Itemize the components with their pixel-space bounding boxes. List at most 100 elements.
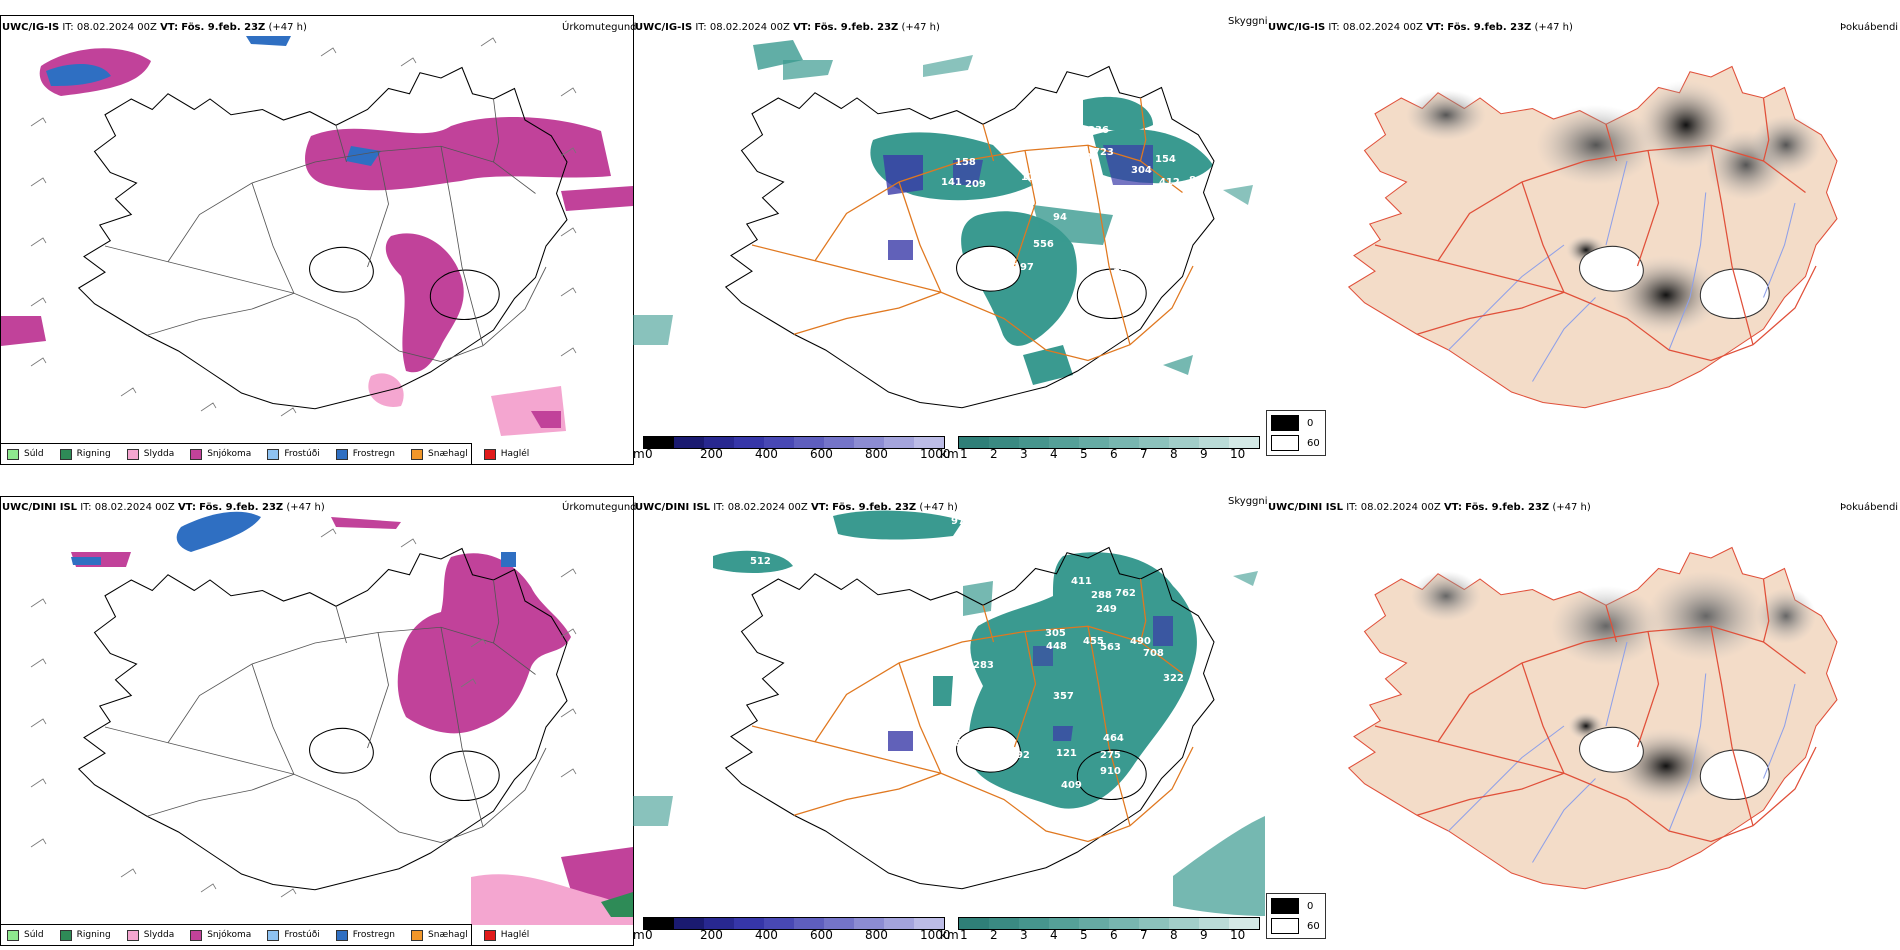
- init-time: 08.02.2024 00Z: [1360, 502, 1441, 513]
- visibility-field: [633, 510, 1265, 916]
- visibility-value-label: 288: [1091, 590, 1112, 601]
- legend-item: Slydda: [126, 929, 175, 941]
- visibility-value-label: 357: [1053, 691, 1074, 702]
- visibility-colorbar-km-ticks: km 1 2 3 4 5 6 7 8 9 10: [940, 928, 1265, 942]
- colorbar-tick: 8: [1170, 928, 1178, 942]
- map-fog-dini: [1348, 546, 1838, 890]
- legend-swatch: [267, 929, 280, 941]
- colorbar-tick: 5: [1080, 928, 1088, 942]
- init-time: 08.02.2024 00Z: [1342, 22, 1423, 33]
- fog-legend-swatch: [1271, 435, 1299, 451]
- valid-time: Fös. 9.feb. 23Z: [1465, 502, 1550, 513]
- legend-item: Haglél: [483, 448, 530, 460]
- lead-time: (+47 h): [268, 22, 307, 33]
- visibility-value-label: 512: [750, 556, 771, 567]
- wind-barbs: [30, 37, 577, 417]
- legend-item: Slydda: [126, 448, 174, 460]
- visibility-value-label: 556: [1033, 239, 1054, 250]
- legend-swatch: [411, 929, 424, 941]
- panel-title: UWC/DINI ISL IT: 08.02.2024 00Z VT: Fös.…: [635, 502, 958, 513]
- field-name: Úrkomutegund: [562, 502, 637, 513]
- init-time: 08.02.2024 00Z: [727, 502, 808, 513]
- colorbar-tick: 10: [1230, 447, 1246, 461]
- legend-label: Haglél: [500, 449, 530, 459]
- legend-item: Snjókoma: [190, 929, 252, 941]
- visibility-value-label: 372: [1069, 337, 1090, 348]
- visibility-field: [633, 40, 1253, 385]
- legend-swatch: [59, 929, 72, 941]
- legend-item: Snjókoma: [190, 448, 251, 460]
- visibility-value-label: 150: [1071, 152, 1092, 163]
- visibility-value-label: 490: [1130, 636, 1151, 647]
- legend-label: Frostregn: [352, 930, 396, 940]
- map-fog-igis: [1348, 65, 1838, 409]
- colorbar-tick: 10: [1230, 928, 1246, 942]
- colorbar-tick: 9: [1200, 928, 1208, 942]
- model-name: UWC/IG-IS: [1268, 22, 1326, 33]
- valid-time: Fös. 9.feb. 23Z: [1447, 22, 1532, 33]
- visibility-value-label: 392: [1009, 750, 1030, 761]
- field-name: Þokuábendi: [1840, 22, 1899, 33]
- visibility-value-label: 762: [1115, 588, 1136, 599]
- valid-time: Fös. 9.feb. 23Z: [832, 502, 917, 513]
- visibility-value-label: 154: [1155, 154, 1176, 165]
- colorbar-unit: m: [633, 447, 645, 461]
- legend-item: Snæhagl: [411, 929, 468, 941]
- legend-label: Súld: [24, 449, 44, 459]
- visibility-value-label: 409: [1061, 780, 1082, 791]
- visibility-value-label: 275: [1100, 750, 1121, 761]
- colorbar-tick: 800: [865, 928, 888, 942]
- legend-label: Snjókoma: [207, 930, 252, 940]
- colorbar-tick: 1: [960, 928, 968, 942]
- colorbar-tick: 3: [1020, 447, 1028, 461]
- legend-item: Súld: [7, 448, 44, 460]
- visibility-value-label: 140: [1103, 192, 1124, 203]
- visibility-value-label: 411: [1071, 576, 1092, 587]
- colorbar-tick: 1000: [920, 447, 951, 461]
- legend-swatch: [190, 929, 203, 941]
- legend-swatch: [483, 929, 496, 941]
- colorbar-tick: 400: [755, 447, 778, 461]
- legend-item: Rigning: [59, 448, 111, 460]
- visibility-value-label: 273: [963, 265, 984, 276]
- fog-legend-label: 60: [1307, 437, 1320, 449]
- fog-legend-row: 60: [1271, 918, 1321, 934]
- fog-legend-row: 0: [1271, 898, 1321, 914]
- lead-time: (+47 h): [286, 502, 325, 513]
- fog-legend-label: 60: [1307, 920, 1320, 932]
- visibility-value-label: 322: [1163, 673, 1184, 684]
- field-name: Skyggni: [1228, 496, 1268, 507]
- panel-visibility-igis: 336 723 150 154 158 209 141 112 102 304 412 80 140 94…: [633, 15, 1265, 463]
- fog-legend-swatch: [1271, 898, 1299, 914]
- visibility-colorbar-m-ticks: m 0 200 400 600 800 1000: [633, 928, 953, 942]
- panel-visibility-dini: 975 512 411 288 762 249 305 448 455 563 490 708 322 2…: [633, 496, 1265, 944]
- legend-label: Slydda: [143, 930, 175, 940]
- legend-swatch: [411, 448, 424, 460]
- legend-swatch: [59, 448, 72, 460]
- legend-label: Frostúði: [284, 449, 320, 459]
- visibility-colorbar-m-ticks: m 0 200 400 600 800 1000: [633, 447, 953, 461]
- lead-time: (+47 h): [1552, 502, 1591, 513]
- legend-label: Snæhagl: [428, 449, 468, 459]
- legend-label: Frostúði: [284, 930, 320, 940]
- init-time: 08.02.2024 00Z: [709, 22, 790, 33]
- visibility-value-label: 455: [1083, 636, 1104, 647]
- init-time: 08.02.2024 00Z: [76, 22, 157, 33]
- fog-legend-swatch: [1271, 415, 1299, 431]
- fog-legend-swatch: [1271, 918, 1299, 934]
- model-name: UWC/DINI ISL: [2, 502, 78, 513]
- precip-field: [71, 511, 633, 925]
- panel-fog-igis: [1266, 15, 1900, 463]
- visibility-value-label: 113: [933, 247, 954, 258]
- visibility-value-label: 448: [1046, 641, 1067, 652]
- legend-label: Snæhagl: [428, 930, 468, 940]
- legend-swatch: [483, 448, 496, 460]
- visibility-value-label: 464: [1103, 733, 1124, 744]
- visibility-colorbar-km: [958, 436, 1260, 449]
- visibility-value-label: 249: [1096, 604, 1117, 615]
- colorbar-tick: 400: [755, 928, 778, 942]
- colorbar-unit: m: [633, 928, 645, 942]
- panel-fog-dini: [1266, 496, 1900, 944]
- visibility-value-label: 158: [955, 157, 976, 168]
